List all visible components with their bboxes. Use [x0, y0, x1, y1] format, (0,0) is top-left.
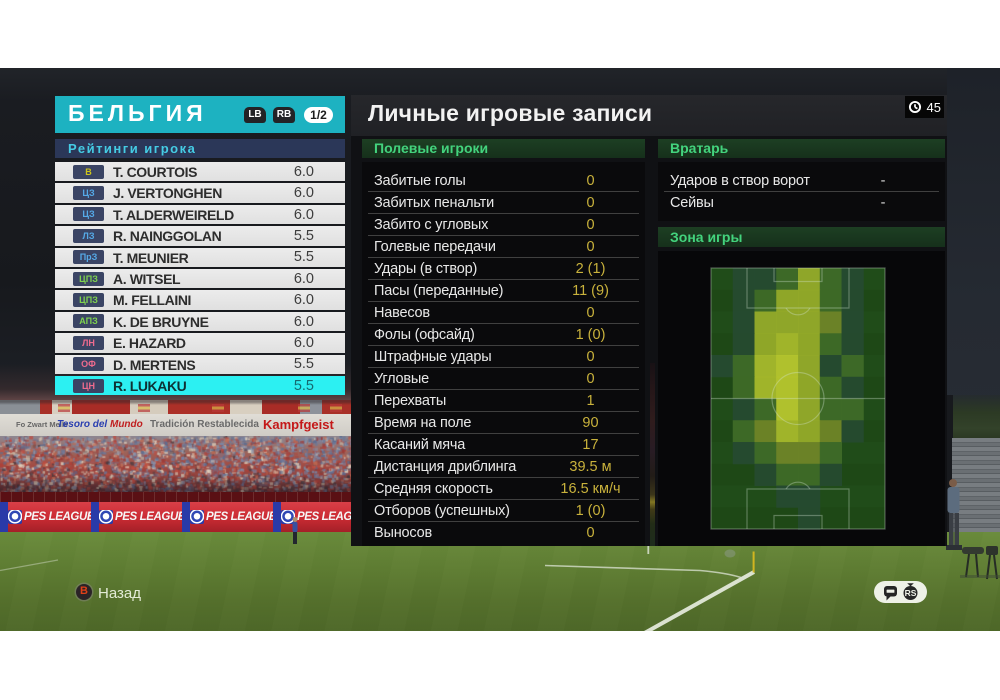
svg-text:RS: RS — [905, 588, 917, 598]
